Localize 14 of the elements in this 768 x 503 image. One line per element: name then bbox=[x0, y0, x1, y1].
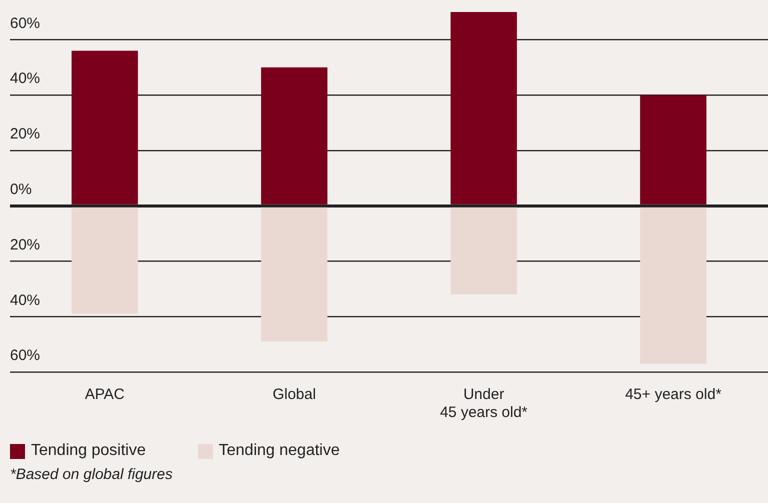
y-tick-label: 40% bbox=[10, 70, 40, 88]
y-tick-label: 20% bbox=[10, 126, 40, 143]
x-tick-label: APAC bbox=[84, 386, 125, 404]
x-tick-label: 45+ years old* bbox=[625, 386, 722, 404]
y-tick-label: 60% bbox=[10, 14, 40, 32]
text: *Based on global figures bbox=[10, 466, 174, 483]
y-tick-label: 40% bbox=[10, 292, 40, 309]
y-tick-label: 0% bbox=[10, 180, 32, 198]
y-tick-label: 60% bbox=[10, 347, 40, 364]
x-tick-label: Global bbox=[272, 386, 316, 404]
legend-label: Tending positive bbox=[31, 442, 146, 460]
x-tick-label: Under 45 years old* bbox=[440, 386, 528, 422]
y-tick-label: 20% bbox=[10, 236, 40, 254]
legend-label: Tending negative bbox=[218, 442, 340, 460]
